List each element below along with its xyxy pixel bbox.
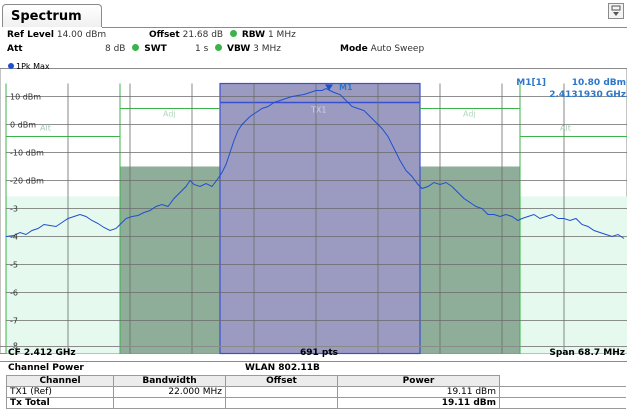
channel-power-header: Channel Power WLAN 802.11B	[0, 361, 627, 375]
cell-channel: Tx Total	[6, 397, 114, 409]
y-label: -7	[10, 317, 18, 326]
cell-bandwidth: 22.000 MHz	[113, 386, 226, 398]
trace-label-text: 1Pk Max	[16, 62, 50, 71]
rbw-value: 1 MHz	[267, 30, 296, 40]
marker-m1-tag: M1	[339, 83, 353, 92]
marker-level: 10.80 dBm	[571, 78, 626, 88]
column-header: Bandwidth	[113, 375, 226, 387]
y-label: -10 dBm	[10, 149, 44, 158]
column-header: Power	[337, 375, 500, 387]
cell-offset	[225, 397, 338, 409]
swt-label: SWT	[144, 44, 167, 54]
vbw-label: VBW	[227, 44, 251, 54]
channel-power-title: Channel Power	[8, 363, 84, 373]
alt-right-label: Alt	[560, 124, 571, 133]
column-header: Offset	[225, 375, 338, 387]
y-label: -4	[10, 233, 18, 242]
frequency-span[interactable]: Span 68.7 MHz	[549, 348, 625, 358]
trace-indicator-icon	[8, 63, 14, 69]
alt-channel-left	[6, 196, 120, 354]
measurement-settings: Ref Level 14.00 dBm Offset 21.68 dB RBW …	[7, 28, 627, 60]
alt-channel-right	[520, 196, 627, 354]
adj-channel-left	[120, 166, 220, 354]
marker-frequency: 2.4131930 GHz	[549, 90, 626, 100]
column-header: Channel	[6, 375, 114, 387]
cell-bandwidth	[113, 397, 226, 409]
offset-value: 21.68 dB	[182, 30, 224, 40]
swt-value: 1 s	[195, 44, 209, 54]
table-header-row: Channel Bandwidth Offset Power	[6, 375, 626, 387]
table-row: Tx Total 19.11 dBm	[6, 397, 626, 409]
adj-channel-right	[420, 166, 520, 354]
coupled-indicator-icon	[215, 44, 223, 51]
window-menu-icon[interactable]	[608, 3, 624, 19]
cell-empty	[499, 386, 626, 398]
cell-channel: TX1 (Ref)	[6, 386, 114, 398]
table-row: TX1 (Ref) 22.000 MHz 19.11 dBm	[6, 386, 626, 398]
y-label: 10 dBm	[10, 93, 41, 102]
cell-offset	[225, 386, 338, 398]
coupled-indicator-icon	[229, 30, 237, 37]
spectrum-diagram[interactable]: Alt Adj Adj Alt TX1 10 dBm 0 dBm -10 dBm…	[0, 61, 627, 361]
y-label: -5	[10, 261, 18, 270]
center-frequency[interactable]: CF 2.412 GHz	[8, 348, 76, 358]
ref-level-value: 14.00 dBm	[56, 30, 107, 40]
adj-right-label: Adj	[463, 110, 476, 119]
offset-label: Offset	[149, 30, 180, 40]
ref-level-label: Ref Level	[7, 30, 54, 40]
tab-spectrum[interactable]: Spectrum	[2, 4, 102, 27]
att-value: 8 dB	[105, 44, 126, 54]
mode-label: Mode	[340, 44, 368, 54]
trace-1-pk-max	[5, 87, 625, 239]
att-label: Att	[7, 44, 23, 54]
y-label: -20 dBm	[10, 177, 44, 186]
y-label: -6	[10, 289, 18, 298]
coupled-indicator-icon	[132, 44, 140, 51]
tx-channel-area	[219, 82, 421, 355]
sweep-points: 691 pts	[300, 348, 339, 358]
cell-power: 19.11 dBm	[337, 397, 500, 409]
cell-power: 19.11 dBm	[337, 386, 500, 398]
cell-empty	[499, 397, 626, 409]
y-label: -3	[10, 205, 18, 214]
tab-divider	[102, 27, 627, 28]
channel-tx1-label: TX1	[310, 106, 326, 115]
marker-name: M1[1]	[516, 78, 546, 88]
channel-power-standard: WLAN 802.11B	[245, 363, 320, 373]
mode-value: Auto Sweep	[370, 44, 425, 54]
grid	[6, 83, 627, 354]
adj-left-label: Adj	[163, 110, 176, 119]
y-label: 0 dBm	[10, 121, 36, 130]
rbw-label: RBW	[241, 30, 266, 40]
trace-label: 1Pk Max	[8, 62, 50, 72]
marker-m1-icon[interactable]	[325, 84, 333, 91]
sweep-status-bar: CF 2.412 GHz 691 pts Span 68.7 MHz	[0, 346, 627, 361]
column-header-empty	[499, 375, 626, 387]
channel-power-table: Channel Bandwidth Offset Power TX1 (Ref)…	[6, 375, 626, 409]
vbw-value: 3 MHz	[253, 44, 282, 54]
alt-left-label: Alt	[40, 124, 51, 133]
